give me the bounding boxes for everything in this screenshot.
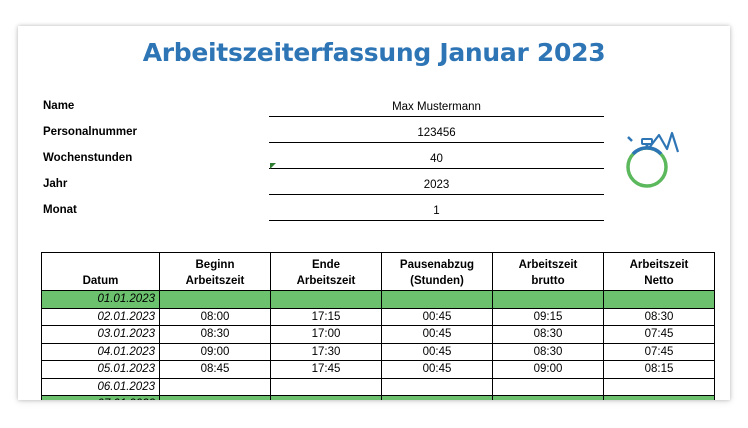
column-header-beginn[interactable]: Beginn Arbeitszeit <box>159 252 271 291</box>
column-header-datum[interactable]: Datum <box>41 252 160 291</box>
table-row: 05.01.2023 08:45 17:45 00:45 09:00 08:15 <box>41 360 715 379</box>
time-cell[interactable]: 08:15 <box>603 360 715 379</box>
date-cell[interactable]: 02.01.2023 <box>41 307 160 326</box>
time-cell[interactable]: 09:00 <box>159 342 271 361</box>
date-cell[interactable]: 04.01.2023 <box>41 342 160 361</box>
info-row-monat: Monat 1 <box>18 200 730 224</box>
personalnummer-field[interactable]: 123456 <box>269 124 604 143</box>
time-table: Datum Beginn Arbeitszeit Ende Arbeitszeit … <box>41 252 715 400</box>
time-cell[interactable]: 07:45 <box>603 342 715 361</box>
time-cell[interactable]: 17:30 <box>270 342 382 361</box>
time-cell[interactable] <box>159 290 271 309</box>
column-header-pausenabzug[interactable]: Pausenabzug (Stunden) <box>381 252 493 291</box>
time-cell[interactable]: 00:45 <box>381 360 493 379</box>
time-cell[interactable] <box>492 290 604 309</box>
date-cell[interactable]: 07.01.2023 <box>41 395 160 400</box>
time-cell[interactable]: 00:45 <box>381 307 493 326</box>
stopwatch-icon <box>626 131 680 188</box>
date-cell[interactable]: 03.01.2023 <box>41 325 160 344</box>
time-cell[interactable]: 08:45 <box>159 360 271 379</box>
time-cell[interactable]: 17:00 <box>270 325 382 344</box>
info-row-jahr: Jahr 2023 <box>18 174 730 198</box>
column-header-brutto[interactable]: Arbeitszeit brutto <box>492 252 604 291</box>
time-cell[interactable] <box>270 290 382 309</box>
time-cell[interactable] <box>603 395 715 400</box>
cell-comment-indicator <box>270 163 276 169</box>
table-row: 06.01.2023 <box>41 377 715 396</box>
wochenstunden-field[interactable]: 40 <box>269 150 604 169</box>
time-cell[interactable]: 09:00 <box>492 360 604 379</box>
time-cell[interactable] <box>270 377 382 396</box>
table-row: 04.01.2023 09:00 17:30 00:45 08:30 07:45 <box>41 342 715 361</box>
date-cell[interactable]: 05.01.2023 <box>41 360 160 379</box>
info-row-personalnummer: Personalnummer 123456 <box>18 122 730 146</box>
time-cell[interactable]: 09:15 <box>492 307 604 326</box>
time-cell[interactable] <box>381 395 493 400</box>
name-field[interactable]: Max Mustermann <box>269 98 604 117</box>
info-label: Personalnummer <box>43 126 137 138</box>
time-cell[interactable]: 08:30 <box>159 325 271 344</box>
column-header-netto[interactable]: Arbeitszeit Netto <box>603 252 715 291</box>
table-header-row: Datum Beginn Arbeitszeit Ende Arbeitszeit … <box>41 252 715 291</box>
time-cell[interactable] <box>603 377 715 396</box>
page-title: Arbeitszeiterfassung Januar 2023 <box>142 38 606 67</box>
time-cell[interactable]: 17:45 <box>270 360 382 379</box>
time-cell[interactable] <box>603 290 715 309</box>
time-cell[interactable]: 08:30 <box>492 325 604 344</box>
info-label: Jahr <box>43 178 68 190</box>
table-row: 02.01.2023 08:00 17:15 00:45 09:15 08:30 <box>41 307 715 326</box>
time-cell[interactable] <box>381 377 493 396</box>
time-cell[interactable]: 08:30 <box>603 307 715 326</box>
table-row: 01.01.2023 <box>41 290 715 309</box>
date-cell[interactable]: 06.01.2023 <box>41 377 160 396</box>
time-cell[interactable]: 08:00 <box>159 307 271 326</box>
time-cell[interactable]: 08:30 <box>492 342 604 361</box>
date-cell[interactable]: 01.01.2023 <box>41 290 160 309</box>
monat-field[interactable]: 1 <box>269 202 604 221</box>
table-row: 07.01.2023 <box>41 395 715 400</box>
time-cell[interactable] <box>492 395 604 400</box>
time-cell[interactable]: 00:45 <box>381 342 493 361</box>
info-label: Name <box>43 100 75 112</box>
info-row-wochenstunden: Wochenstunden 40 <box>18 148 730 172</box>
time-cell[interactable] <box>381 290 493 309</box>
time-cell[interactable] <box>270 395 382 400</box>
time-cell[interactable] <box>159 395 271 400</box>
time-cell[interactable]: 07:45 <box>603 325 715 344</box>
time-cell[interactable] <box>159 377 271 396</box>
spreadsheet-page: Arbeitszeiterfassung Januar 2023 Name Ma… <box>18 26 730 400</box>
column-header-ende[interactable]: Ende Arbeitszeit <box>270 252 382 291</box>
info-row-name: Name Max Mustermann <box>18 96 730 120</box>
info-label: Monat <box>43 204 77 216</box>
jahr-field[interactable]: 2023 <box>269 176 604 195</box>
time-cell[interactable] <box>492 377 604 396</box>
info-label: Wochenstunden <box>43 152 133 164</box>
time-cell[interactable]: 17:15 <box>270 307 382 326</box>
time-cell[interactable]: 00:45 <box>381 325 493 344</box>
table-row: 03.01.2023 08:30 17:00 00:45 08:30 07:45 <box>41 325 715 344</box>
